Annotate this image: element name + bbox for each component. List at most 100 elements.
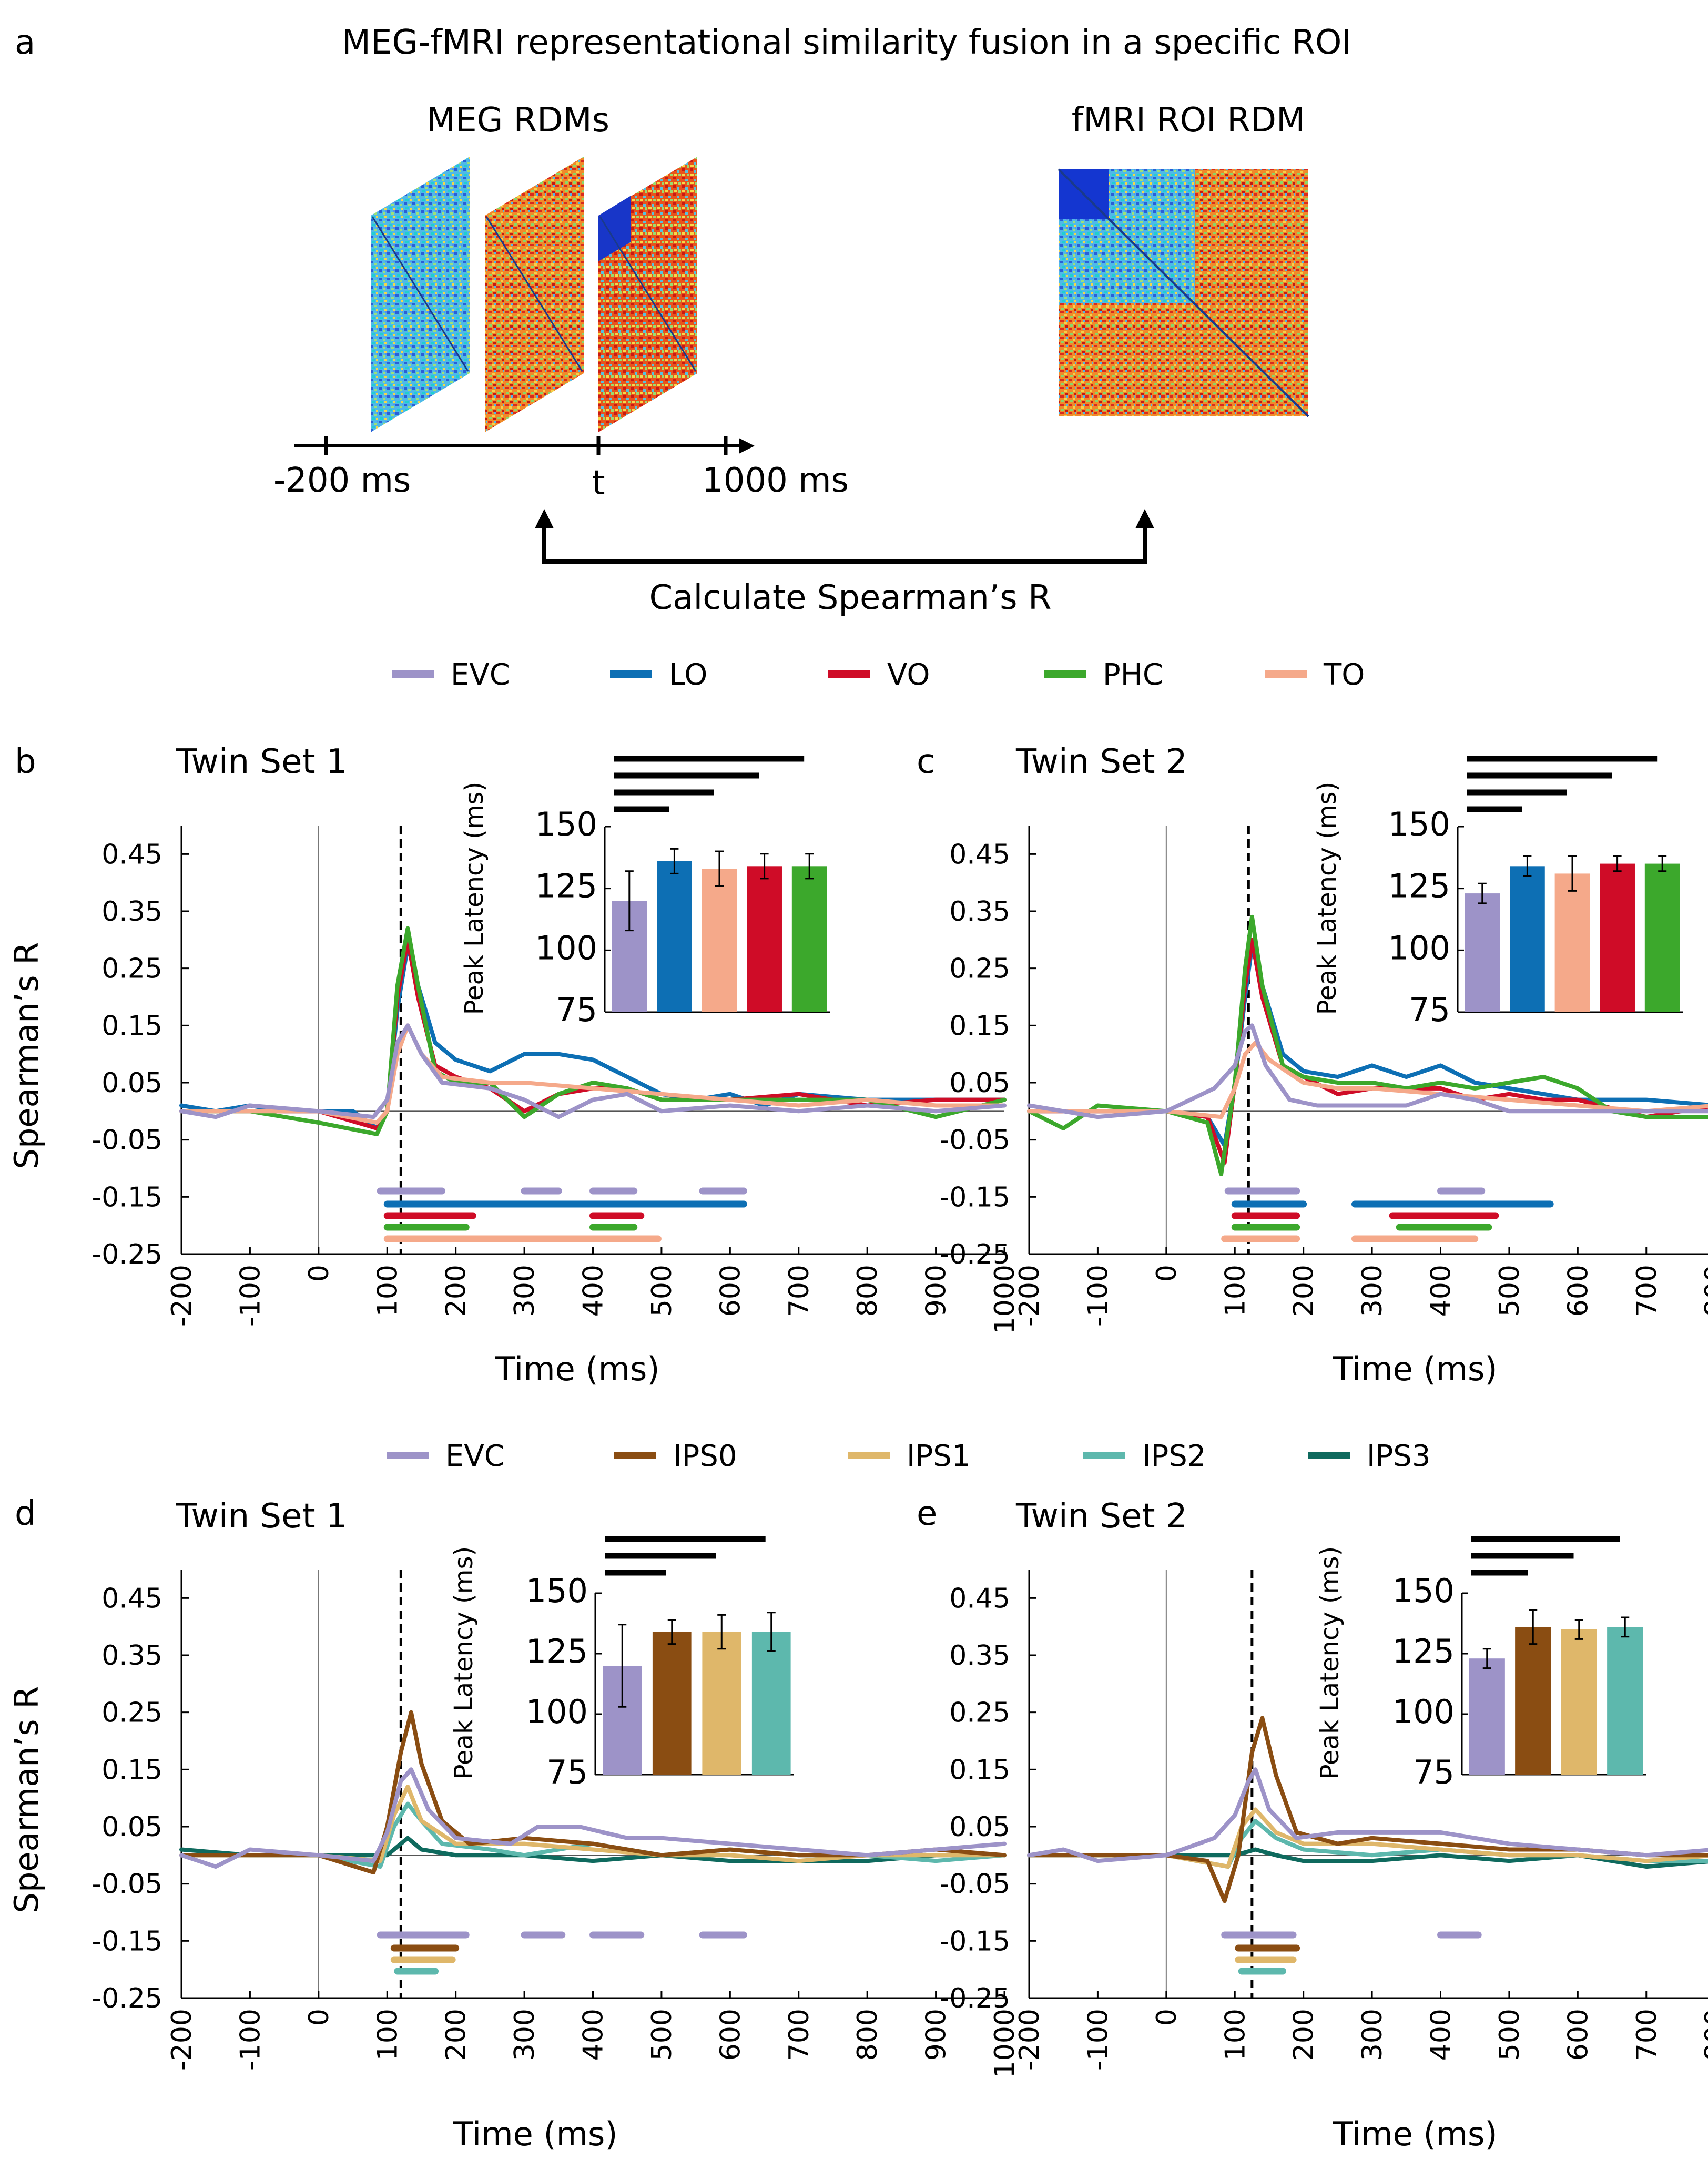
y-axis-label: Spearman’s R (7, 942, 46, 1169)
x-tick-label: 200 (441, 2009, 472, 2061)
series-line-ips1 (179, 1784, 1006, 1863)
inset-y-tick-label: 150 (1392, 1572, 1455, 1610)
calc-spearman-label: Calculate Spearman’s R (649, 578, 1052, 617)
panel-letter-d: d (15, 1494, 36, 1533)
inset-bar-ips1 (1561, 1629, 1597, 1775)
y-tick-label: 0.25 (949, 953, 1010, 985)
inset-y-tick-label: 100 (535, 929, 597, 967)
chart-panel-b: -0.25-0.15-0.050.050.150.250.350.45-200-… (7, 756, 1021, 1388)
x-tick-label: 0 (1151, 1265, 1183, 1282)
legend-bottom: EVC IPS0 IPS1 IPS2 IPS3 (387, 1439, 1430, 1473)
inset-y-axis-label: Peak Latency (ms) (460, 782, 489, 1015)
panel-letter-c: c (917, 742, 935, 781)
x-tick-label: -200 (1014, 1265, 1045, 1327)
x-tick-label: -100 (235, 1265, 266, 1327)
legend-label-ips1: IPS1 (907, 1439, 970, 1473)
x-tick-label: -200 (1014, 2009, 1045, 2071)
fmri-rdm-label: fMRI ROI RDM (1072, 101, 1305, 140)
meg-rdm-stack (371, 157, 697, 432)
panel-a: a MEG-fMRI representational similarity f… (15, 23, 1351, 617)
x-tick-label: 800 (852, 2009, 883, 2061)
chart-panel-d: -0.25-0.15-0.050.050.150.250.350.45-200-… (7, 1536, 1021, 2153)
y-tick-label: 0.05 (101, 1067, 162, 1099)
legend-label-to: TO (1323, 658, 1365, 692)
y-tick-label: -0.25 (939, 1983, 1010, 2014)
axis-t-label: t (592, 464, 605, 503)
y-tick-label: 0.15 (101, 1754, 162, 1786)
x-tick-label: 300 (1357, 2009, 1388, 2061)
series-line-evc (1027, 1767, 1708, 1863)
y-tick-label: 0.25 (101, 1697, 162, 1729)
inset-bar-vo (1600, 863, 1635, 1012)
inset-bar-phc (1644, 863, 1680, 1012)
series-line-evc (1027, 1023, 1708, 1119)
inset-y-tick-label: 125 (1392, 1632, 1455, 1670)
legend-label-ips0: IPS0 (673, 1439, 737, 1473)
inset-y-tick-label: 150 (535, 805, 597, 843)
y-tick-label: 0.45 (949, 1583, 1010, 1614)
y-tick-label: 0.35 (949, 896, 1010, 928)
x-tick-label: 900 (921, 2009, 952, 2061)
x-tick-label: 300 (509, 2009, 541, 2061)
x-tick-label: 0 (1151, 2009, 1183, 2026)
x-tick-label: 600 (715, 1265, 746, 1317)
x-axis-label: Time (ms) (453, 2115, 618, 2153)
y-tick-label: -0.05 (939, 1125, 1010, 1156)
y-tick-label: -0.05 (92, 1125, 162, 1156)
legend-label-ips3: IPS3 (1367, 1439, 1430, 1473)
series-line-evc (179, 1767, 1006, 1869)
legend-label-ips2: IPS2 (1142, 1439, 1206, 1473)
inset-y-tick-label: 75 (556, 991, 597, 1029)
inset-bar-to (1554, 873, 1590, 1012)
rdm-diagonal-2 (485, 216, 583, 372)
chart-panel-c: -0.25 -0.15 -0.05 0.05 0.15 0.25 0.35 0.45 -200 -… (939, 756, 1708, 1388)
y-tick-label: 0.25 (949, 1697, 1010, 1729)
inset-y-tick-label: 100 (526, 1693, 588, 1731)
inset-y-tick-label: 100 (1388, 929, 1450, 967)
inset-y-tick-label: 125 (526, 1632, 588, 1670)
y-tick-label: 0.15 (949, 1010, 1010, 1042)
inset-bar-lo (657, 861, 692, 1012)
x-tick-label: 400 (578, 2009, 609, 2061)
series-line-ips3 (179, 1836, 1006, 1863)
series-line-ips0 (179, 1710, 1006, 1874)
panel-a-title: MEG-fMRI representational similarity fus… (342, 23, 1352, 62)
panel-c-title: Twin Set 2 (1015, 742, 1187, 781)
x-tick-label: 600 (1562, 2009, 1594, 2061)
x-tick-label: 200 (1288, 2009, 1320, 2061)
x-tick-label: 100 (1219, 1265, 1251, 1317)
y-tick-label: 0.45 (101, 839, 162, 870)
y-tick-label: 0.15 (101, 1010, 162, 1042)
y-axis-label: Spearman’s R (7, 1686, 46, 1913)
time-axis: -200 ms t 1000 ms (273, 436, 849, 503)
y-tick-label: 0.35 (949, 1640, 1010, 1672)
inset-bar-evc (1469, 1658, 1505, 1775)
panel-letter-a: a (15, 23, 35, 62)
legend-label-evc: EVC (445, 1439, 505, 1473)
y-tick-label: -0.15 (939, 1181, 1010, 1213)
inset-y-tick-label: 125 (1388, 867, 1450, 905)
meg-rdms-label: MEG RDMs (426, 101, 609, 140)
legend-label-vo: VO (887, 658, 930, 692)
inset-y-tick-label: 100 (1392, 1693, 1455, 1731)
legend-label-evc: EVC (451, 658, 510, 692)
y-tick-label: -0.15 (92, 1925, 162, 1957)
x-tick-label: 100 (372, 1265, 403, 1317)
x-tick-label: 500 (646, 2009, 678, 2061)
x-tick-label: 700 (1631, 1265, 1663, 1317)
series-line-ips0 (1027, 1716, 1708, 1903)
inset-bar-lo (1510, 866, 1545, 1012)
y-tick-label: 0.45 (101, 1583, 162, 1614)
x-tick-label: 700 (784, 1265, 815, 1317)
inset-y-tick-label: 150 (1388, 805, 1450, 843)
y-tick-label: -0.15 (92, 1181, 162, 1213)
axis-end-label: 1000 ms (702, 461, 849, 500)
x-tick-label: -200 (166, 1265, 198, 1327)
inset-y-tick-label: 150 (526, 1572, 588, 1610)
inset-bar-phc (791, 866, 827, 1012)
x-tick-label: 200 (441, 1265, 472, 1317)
panel-d-title: Twin Set 1 (176, 1497, 348, 1536)
y-tick-label: 0.05 (949, 1067, 1010, 1099)
x-tick-label: 1000 (989, 1265, 1021, 1334)
